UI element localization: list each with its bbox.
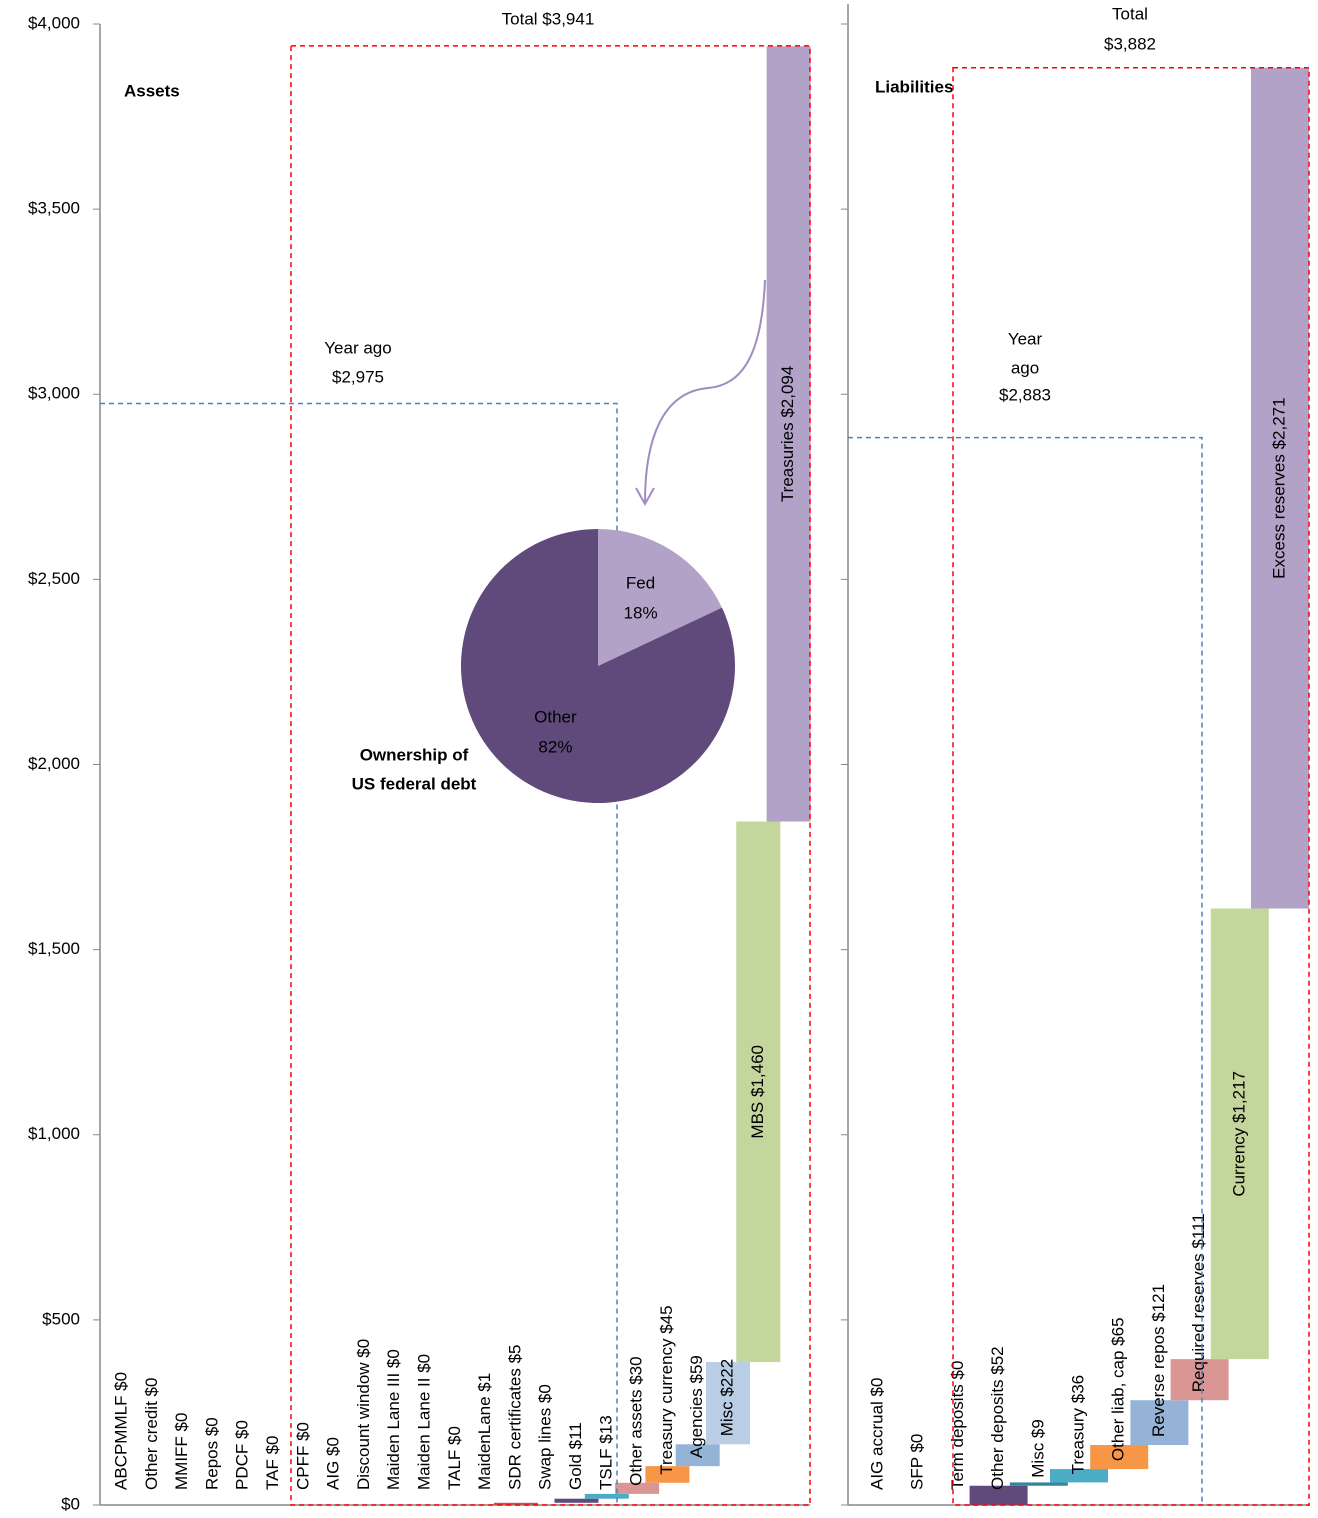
- bar-label: MBS $1,460: [748, 1045, 767, 1139]
- bar: [1251, 67, 1309, 909]
- bar: [1090, 1445, 1149, 1470]
- bar-label: MMIFF $0: [172, 1413, 191, 1490]
- bar-label: Discount window $0: [354, 1339, 373, 1490]
- bar-label: Reverse repos $121: [1149, 1284, 1168, 1437]
- slice-value: 82%: [538, 738, 572, 757]
- slice-label: Fed: [626, 573, 655, 592]
- bar-label: Other assets $30: [627, 1356, 646, 1485]
- bar-label: Required reserves $111: [1189, 1213, 1208, 1392]
- year-ago-label: Year ago: [324, 338, 391, 357]
- bar-label: SDR certificates $5: [505, 1345, 524, 1491]
- bar-label: Currency $1,217: [1229, 1071, 1248, 1197]
- bar: [493, 1502, 538, 1505]
- total-label: Total $3,941: [502, 9, 595, 28]
- y-tick-label: $500: [42, 1309, 80, 1328]
- bar-label: TALF $0: [445, 1426, 464, 1490]
- bar-label: Maiden Lane II $0: [414, 1354, 433, 1490]
- bar-label: Term deposits $0: [948, 1361, 967, 1490]
- y-tick-label: $2,000: [28, 754, 80, 773]
- bar-label: MaidenLane $1: [475, 1373, 494, 1490]
- y-tick-label: $4,000: [28, 13, 80, 32]
- total-box: [952, 66, 1310, 1506]
- year-ago-label: $2,883: [999, 385, 1051, 404]
- pie-slice: [461, 529, 735, 803]
- y-tick-label: $0: [61, 1494, 80, 1513]
- bar-label: Repos $0: [202, 1417, 221, 1490]
- bar: [1050, 1469, 1108, 1483]
- year-ago-label: ago: [1011, 358, 1039, 377]
- bar: [1009, 1482, 1068, 1486]
- bar-label: Gold $11: [566, 1422, 585, 1490]
- bar: [736, 821, 781, 1363]
- bar-label: Treasuries $2,094: [778, 366, 797, 502]
- bar: [554, 1498, 599, 1503]
- bar: [706, 1362, 750, 1445]
- bar-label: Misc $222: [717, 1359, 736, 1436]
- bar-label: AIG accrual $0: [867, 1378, 886, 1490]
- pie-title: US federal debt: [352, 774, 477, 793]
- total-box: [290, 45, 811, 1506]
- arrow-head: [635, 487, 655, 507]
- bar-label: Treasury currency $45: [657, 1305, 676, 1474]
- bar-label: CPFF $0: [293, 1422, 312, 1490]
- bar-label: TAF $0: [263, 1436, 282, 1490]
- bar-label: Other liab, cap $65: [1109, 1317, 1128, 1461]
- bar: [675, 1444, 720, 1467]
- y-tick-label: $1,500: [28, 939, 80, 958]
- bar-label: TSLF $13: [596, 1415, 615, 1490]
- y-tick-label: $3,000: [28, 384, 80, 403]
- bar-label: PDCF $0: [233, 1420, 252, 1490]
- bar-label: AIG $0: [324, 1437, 343, 1490]
- pie-title: Ownership of: [360, 745, 469, 764]
- bar: [1170, 1359, 1229, 1401]
- bar: [645, 1466, 690, 1483]
- bar: [584, 1493, 629, 1499]
- total-label: Total: [1112, 4, 1148, 23]
- y-tick-label: $3,500: [28, 199, 80, 218]
- y-tick-label: $2,500: [28, 569, 80, 588]
- year-ago-label: $2,975: [332, 367, 384, 386]
- slice-label: Other: [534, 708, 577, 727]
- panel-title: Liabilities: [875, 77, 953, 96]
- bar-label: SFP $0: [908, 1434, 927, 1490]
- pie-slice: [598, 529, 722, 666]
- bar-label: Other deposits $52: [988, 1346, 1007, 1490]
- panel-title: Assets: [124, 81, 180, 100]
- bar: [1210, 908, 1269, 1360]
- bar: [766, 46, 811, 822]
- arrow: [644, 279, 766, 503]
- year-ago-label: Year: [1008, 329, 1043, 348]
- bar-label: Misc $9: [1028, 1419, 1047, 1478]
- bar-label: Excess reserves $2,271: [1269, 397, 1288, 578]
- bar: [615, 1482, 660, 1494]
- bar-label: Swap lines $0: [536, 1384, 555, 1490]
- y-tick-label: $1,000: [28, 1124, 80, 1143]
- bar-label: Maiden Lane III $0: [384, 1349, 403, 1490]
- bar-label: Other credit $0: [142, 1378, 161, 1490]
- bar: [1130, 1400, 1189, 1446]
- year-ago-line: [848, 436, 1203, 1505]
- year-ago-line: [100, 402, 618, 1505]
- slice-value: 18%: [624, 603, 658, 622]
- bar: [969, 1485, 1028, 1505]
- total-label: $3,882: [1104, 34, 1156, 53]
- bar-label: ABCPMMLF $0: [111, 1372, 130, 1490]
- bar-label: Treasury $36: [1068, 1375, 1087, 1475]
- bar-label: Agencies $59: [687, 1355, 706, 1458]
